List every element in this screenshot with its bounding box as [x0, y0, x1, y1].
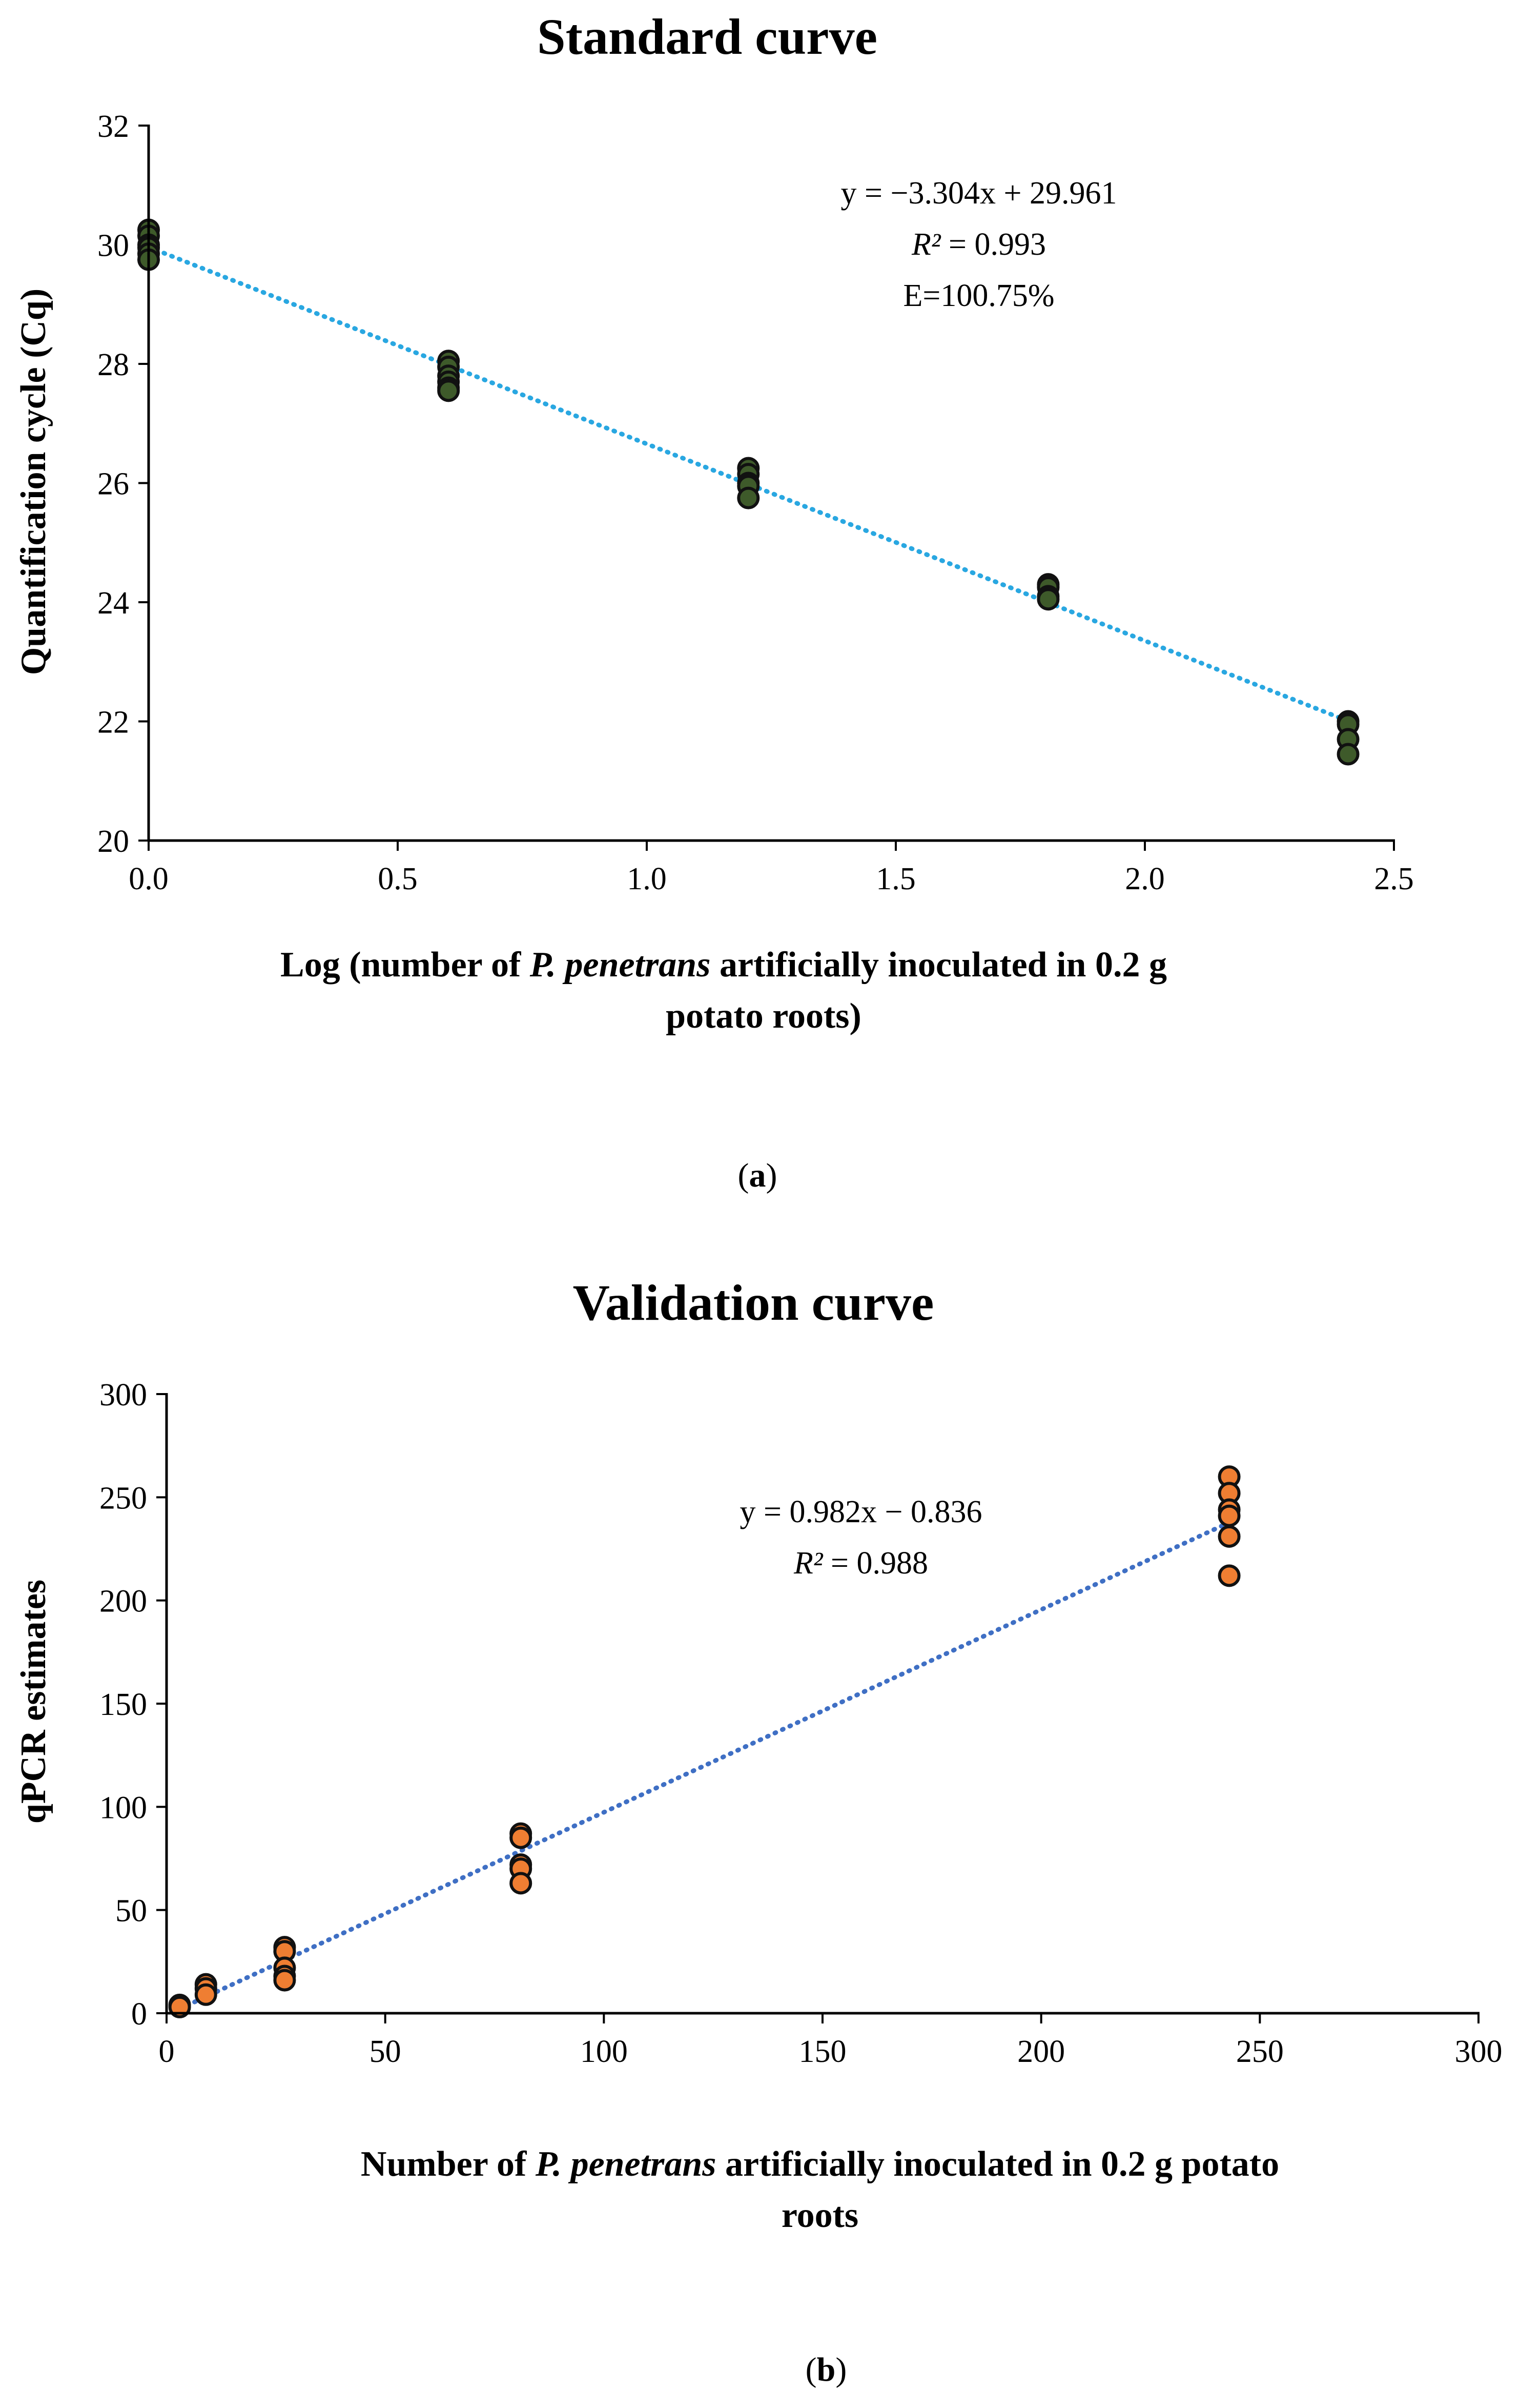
x-axis-label-part: artificially inoculated in 0.2 g potato: [716, 2144, 1280, 2184]
x-tick-label: 250: [1236, 2034, 1284, 2069]
r-squared-symbol: R²: [911, 227, 941, 262]
data-point: [1337, 743, 1360, 766]
y-axis-label: Quantification cycle (Cq): [14, 289, 53, 675]
data-point: [1218, 1504, 1241, 1527]
x-ticks: 0.0 0.5 1.0 1.5 2.0 2.5: [129, 841, 1414, 896]
data-points: [168, 1465, 1241, 2018]
y-tick-label: 26: [97, 467, 129, 502]
panel-label-letter: a: [749, 1157, 766, 1194]
y-tick-label: 24: [97, 586, 129, 621]
x-axis-label: Number of P. penetrans artificially inoc…: [361, 2144, 1279, 2184]
x-axis-label-part: Number of: [361, 2144, 536, 2184]
regression-equation: y = 0.982x − 0.836: [740, 1495, 982, 1529]
chart-title: Standard curve: [537, 8, 877, 65]
x-tick-label: 200: [1017, 2034, 1065, 2069]
x-tick-label: 150: [799, 2034, 847, 2069]
y-tick-label: 32: [97, 109, 129, 144]
y-tick-label: 250: [99, 1481, 147, 1516]
x-axis-label-species: P. penetrans: [535, 2144, 716, 2184]
trendline: [146, 244, 1351, 724]
x-tick-label: 0: [159, 2034, 175, 2069]
chart-title: Validation curve: [573, 1274, 934, 1331]
y-tick-label: 20: [97, 824, 129, 859]
x-axis-label-part: artificially inoculated in 0.2 g: [710, 945, 1167, 985]
y-tick-label: 22: [97, 705, 129, 740]
y-ticks: 20 22 24 26 28 30 32: [97, 109, 149, 859]
x-tick-label: 2.0: [1125, 862, 1165, 896]
r-squared-value: = 0.988: [823, 1546, 928, 1581]
x-tick-label: 2.5: [1374, 862, 1414, 896]
data-point: [273, 1969, 296, 1992]
x-tick-label: 100: [580, 2034, 628, 2069]
y-tick-label: 50: [115, 1894, 147, 1929]
panel-label-letter: b: [817, 2351, 836, 2388]
x-tick-label: 0.0: [129, 862, 169, 896]
y-ticks: 0 50 100 150 200 250 300: [99, 1378, 167, 2032]
x-tick-label: 300: [1455, 2034, 1503, 2069]
efficiency: E=100.75%: [904, 278, 1055, 313]
y-tick-label: 200: [99, 1584, 147, 1619]
r-squared-symbol: R²: [793, 1546, 824, 1581]
regression-equation: y = −3.304x + 29.961: [841, 176, 1117, 211]
x-axis-label-part: Log (number of: [280, 945, 530, 985]
y-tick-label: 0: [131, 1997, 147, 2032]
data-point: [437, 379, 460, 402]
panel-label: (b): [806, 2351, 847, 2388]
r-squared: R² = 0.988: [793, 1546, 928, 1581]
data-point: [1218, 1564, 1241, 1587]
data-point: [168, 1995, 191, 2018]
y-tick-label: 150: [99, 1687, 147, 1722]
x-axis-label-line2: potato roots): [666, 996, 861, 1036]
data-point: [737, 486, 760, 509]
data-point: [1218, 1525, 1241, 1548]
x-axis-label-species: P. penetrans: [529, 945, 711, 985]
regression-annotation: y = 0.982x − 0.836 R² = 0.988: [740, 1495, 982, 1581]
x-axis-label-line2: roots: [782, 2196, 858, 2235]
y-tick-label: 30: [97, 229, 129, 263]
data-point: [509, 1826, 532, 1849]
r-squared-value: = 0.993: [941, 227, 1046, 262]
validation-curve-chart: Validation curve qPCR estimates 0 50 100 15…: [14, 1274, 1503, 2388]
y-axis-label: qPCR estimates: [14, 1580, 53, 1824]
x-tick-label: 50: [369, 2034, 401, 2069]
y-tick-label: 28: [97, 347, 129, 382]
x-ticks: 0 50 100 150 200 250 300: [159, 2013, 1503, 2069]
y-tick-label: 100: [99, 1790, 147, 1825]
x-tick-label: 1.5: [876, 862, 916, 896]
x-axis-label: Log (number of P. penetrans artificially…: [280, 945, 1167, 985]
data-point: [509, 1872, 532, 1895]
x-tick-label: 0.5: [378, 862, 418, 896]
standard-curve-chart: Standard curve Quantification cycle (Cq)…: [14, 8, 1414, 1194]
data-point: [194, 1983, 217, 2006]
regression-annotation: y = −3.304x + 29.961 R² = 0.993 E=100.75…: [841, 176, 1117, 313]
data-points: [137, 218, 1360, 766]
r-squared: R² = 0.993: [911, 227, 1046, 262]
panel-label: (a): [738, 1157, 777, 1194]
x-tick-label: 1.0: [627, 862, 667, 896]
trendline: [177, 1520, 1232, 2012]
data-point: [1037, 588, 1060, 611]
y-tick-label: 300: [99, 1378, 147, 1413]
